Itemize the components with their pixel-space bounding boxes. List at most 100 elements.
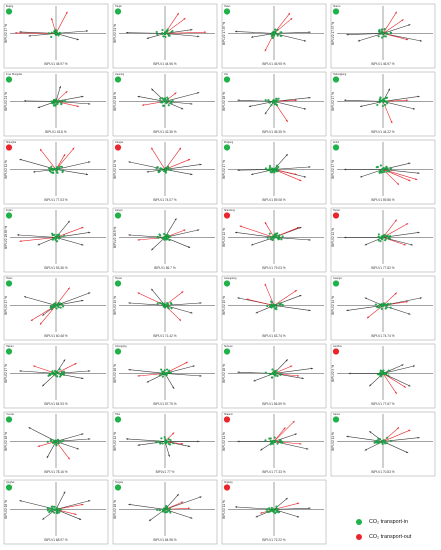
vector-arrowhead	[405, 223, 409, 226]
sample-point	[55, 442, 58, 445]
vector-arrowhead	[63, 491, 66, 494]
sample-point	[161, 32, 164, 35]
vector-arrowhead	[394, 292, 397, 295]
status-dot-out	[223, 212, 231, 219]
x-axis-label: BIPLV1 70.83 %	[371, 470, 394, 474]
vector-arrowhead	[308, 507, 311, 510]
sample-point	[281, 235, 284, 238]
panel-title: Fujian	[6, 209, 13, 212]
vector-arrowhead	[81, 243, 84, 246]
sample-point	[269, 238, 272, 241]
sample-point	[383, 372, 386, 375]
vector-arrowhead	[294, 433, 297, 436]
panel-title: Yunnan	[6, 413, 15, 416]
vector-arrowhead	[199, 374, 202, 377]
status-dot-in	[5, 416, 13, 423]
y-axis-label: BIPLV2 19 %	[113, 296, 117, 315]
y-axis-label: BIPLV2 21 %	[113, 24, 117, 43]
status-dot-in	[332, 144, 340, 151]
vector-arrowhead	[39, 322, 42, 325]
sample-point	[57, 372, 60, 375]
x-axis-label: BIPLV1 77 %	[156, 470, 175, 474]
vector-arrowhead	[406, 99, 409, 102]
y-axis-label: BIPLV2 11 %	[222, 500, 226, 519]
sample-point	[270, 376, 274, 379]
sample-point	[273, 436, 276, 439]
sample-point	[57, 34, 60, 37]
loading-vector	[164, 33, 200, 37]
y-axis-label: BIPLV2 9 %	[331, 365, 335, 382]
loading-vector	[55, 292, 91, 306]
sample-point	[52, 373, 55, 376]
sample-point	[168, 235, 171, 238]
vector-arrowhead	[187, 159, 191, 161]
sample-point	[52, 98, 55, 101]
loading-vector	[128, 161, 166, 170]
sample-point	[155, 441, 158, 444]
vector-arrowhead	[253, 379, 256, 382]
sample-point	[58, 511, 61, 514]
loading-vector	[164, 373, 202, 377]
loading-vector	[55, 11, 68, 34]
vector-arrowhead	[419, 297, 422, 300]
sample-point	[270, 33, 273, 36]
sample-point	[58, 237, 61, 240]
vector-arrowhead	[188, 507, 191, 510]
loading-vector	[382, 169, 420, 174]
x-axis-label: BIPLV1 79.03 %	[262, 266, 285, 270]
loading-vector	[55, 147, 75, 170]
sample-point	[163, 232, 166, 236]
sample-point	[56, 233, 59, 237]
vector-arrowhead	[176, 494, 179, 497]
loading-vector	[239, 225, 275, 238]
loading-vector	[39, 148, 57, 170]
sample-point	[380, 28, 384, 31]
vector-arrowhead	[390, 121, 393, 124]
vector-arrowhead	[33, 365, 36, 368]
sample-point	[272, 167, 276, 170]
vector-arrowhead	[85, 30, 89, 32]
sample-point	[54, 29, 57, 33]
sample-point	[385, 100, 388, 103]
status-dot-in	[114, 280, 122, 287]
loading-vector	[273, 507, 311, 510]
sample-point	[59, 165, 62, 168]
loading-vector	[237, 371, 275, 374]
sample-point	[53, 508, 57, 511]
sample-point	[50, 307, 54, 310]
panel-qinghai: Qinghai BIPLV1 68.97 % BIPLV2 18 %	[3, 479, 109, 545]
vector-arrowhead	[364, 243, 367, 246]
legend-item-transport-in: CO₂ transport-in	[356, 515, 440, 528]
sample-point	[275, 305, 278, 309]
vector-arrowhead	[237, 169, 240, 172]
panel-chongqing: Chongqing BIPLV1 57.75 % BIPLV2 16 %	[112, 343, 218, 409]
vector-arrowhead	[67, 457, 70, 460]
sample-point	[155, 30, 158, 34]
panel-frame	[112, 411, 218, 477]
sample-point	[382, 369, 385, 372]
panel-frame	[330, 71, 436, 137]
status-dot-in	[332, 8, 340, 15]
vector-arrowhead	[176, 12, 179, 16]
sample-point	[164, 440, 167, 443]
status-dot-in	[114, 8, 122, 15]
sample-point	[168, 34, 171, 37]
panel-title: Shaanxi	[224, 413, 233, 416]
sample-point	[374, 303, 377, 306]
vector-arrowhead	[151, 88, 154, 91]
vector-arrowhead	[190, 102, 193, 105]
vector-arrowhead	[142, 104, 145, 106]
vector-arrowhead	[172, 386, 175, 389]
vector-arrowhead	[199, 302, 202, 304]
loading-vector	[273, 153, 288, 170]
vector-arrowhead	[67, 220, 70, 223]
vector-arrowhead	[28, 427, 31, 430]
status-dot-in	[5, 280, 13, 287]
loading-vector	[357, 33, 384, 42]
sample-point	[165, 102, 168, 105]
y-axis-label: BIPLV2 17.97 %	[331, 22, 335, 45]
sample-point	[165, 506, 168, 509]
panel-gansu: Gansu BIPLV1 70.83 % BIPLV2 11 %	[330, 411, 436, 477]
loading-vector	[164, 92, 200, 102]
loading-vector	[364, 237, 384, 246]
